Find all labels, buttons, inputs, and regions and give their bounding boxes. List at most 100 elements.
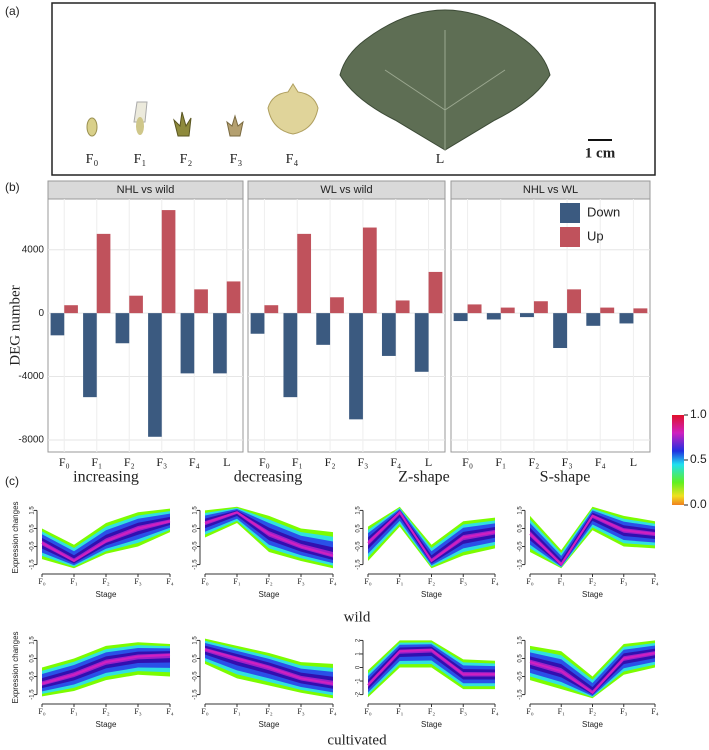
y-tick-label: -0.5 — [30, 671, 36, 682]
y-tick-label: 1.5 — [356, 506, 362, 515]
x-tick-label: F₄ — [651, 577, 658, 586]
colorbar-tick-label: 0.5 — [690, 452, 707, 466]
bar — [395, 300, 410, 314]
bar — [414, 313, 429, 372]
panel-label: (a) — [5, 4, 20, 18]
y-tick-label: -0.5 — [30, 541, 36, 552]
membership-band — [368, 646, 495, 690]
x-tick-label: F₂ — [102, 707, 109, 716]
y-tick-label: -1.5 — [518, 689, 524, 700]
y-tick-label: -4000 — [18, 371, 44, 382]
bar — [115, 313, 130, 344]
x-tick-label: F₃ — [460, 707, 467, 716]
x-tick-label: L — [223, 455, 230, 469]
x-tick-label: F₄ — [166, 577, 173, 586]
y-axis-label: Expression changes — [11, 501, 20, 573]
specimen-label: L — [436, 152, 445, 167]
specimen-label: F₀ — [86, 152, 99, 167]
bar — [316, 313, 331, 345]
x-tick-label: F₀ — [364, 577, 371, 586]
bar — [180, 313, 195, 374]
x-tick-label: L — [630, 455, 637, 469]
y-tick-label: 1.5 — [193, 506, 199, 515]
bar — [297, 233, 312, 314]
y-tick-label: 0.5 — [193, 654, 199, 663]
x-tick-label: F₂ — [428, 577, 435, 586]
bar — [600, 307, 615, 314]
x-tick-label: F₂ — [325, 455, 336, 469]
x-tick-label: F₁ — [495, 455, 506, 469]
x-tick-label: F₂ — [528, 455, 539, 469]
x-axis-label: Stage — [582, 720, 603, 729]
y-tick-label: 1.5 — [30, 636, 36, 645]
bar — [83, 313, 97, 398]
bar — [519, 313, 534, 318]
x-tick-label: F₃ — [134, 707, 141, 716]
x-tick-label: L — [425, 455, 432, 469]
x-tick-label: F₁ — [91, 455, 102, 469]
specimen-label: F₁ — [134, 152, 147, 167]
x-tick-label: F₁ — [292, 455, 303, 469]
y-tick-label: -0.5 — [356, 541, 362, 552]
x-tick-label: F₄ — [329, 707, 336, 716]
x-tick-label: F₀ — [59, 455, 70, 469]
x-tick-label: F₃ — [134, 577, 141, 586]
plot-panel — [47, 198, 244, 453]
column-title: decreasing — [234, 469, 302, 486]
x-tick-label: F₃ — [620, 577, 627, 586]
x-axis-label: Stage — [582, 590, 603, 599]
y-tick-label: -1.5 — [193, 689, 199, 700]
x-axis-label: Stage — [259, 590, 280, 599]
bar — [349, 313, 363, 420]
y-tick-label: 1 — [356, 652, 362, 656]
colorbar-tick-label: 1.0 — [690, 407, 707, 421]
facet-title: WL vs wild — [320, 184, 372, 196]
y-tick-label: -2 — [356, 691, 362, 697]
specimen-label: F₃ — [230, 152, 243, 167]
y-tick-label: -8000 — [18, 435, 44, 446]
x-tick-label: F₁ — [70, 707, 77, 716]
x-axis-label: Stage — [421, 720, 442, 729]
x-tick-label: F₃ — [297, 577, 304, 586]
centroid-line — [204, 511, 334, 557]
x-tick-label: F₂ — [589, 577, 596, 586]
y-tick-label: 2 — [356, 638, 362, 642]
bar — [250, 313, 265, 334]
x-tick-label: F₀ — [462, 455, 473, 469]
x-axis-label: Stage — [96, 720, 117, 729]
bar — [553, 313, 568, 349]
x-tick-label: F₂ — [124, 455, 135, 469]
y-tick-label: -1.5 — [193, 559, 199, 570]
bar — [586, 313, 601, 326]
y-tick-label: 0.5 — [518, 524, 524, 533]
bar — [194, 289, 208, 314]
centroid-line — [529, 652, 656, 695]
y-tick-label: 1.5 — [193, 636, 199, 645]
x-tick-label: F₁ — [70, 577, 77, 586]
membership-band — [368, 507, 495, 567]
bar — [148, 313, 162, 437]
x-tick-label: F₀ — [201, 577, 208, 586]
x-tick-label: F₃ — [156, 455, 167, 469]
bar — [283, 313, 298, 398]
colorbar-tick-label: 0.0 — [690, 497, 707, 511]
y-tick-label: -1.5 — [356, 559, 362, 570]
bar — [264, 305, 279, 314]
specimen-label: F₂ — [180, 152, 193, 167]
x-tick-label: F₀ — [259, 455, 270, 469]
column-title: S-shape — [540, 469, 591, 486]
x-tick-label: F₄ — [390, 455, 401, 469]
bar — [567, 289, 582, 314]
centroid-line — [367, 648, 495, 686]
row-label: cultivated — [327, 732, 387, 748]
y-tick-label: 1.5 — [518, 636, 524, 645]
x-tick-label: F₁ — [396, 707, 403, 716]
x-tick-label: F₂ — [265, 707, 272, 716]
y-tick-label: 0 — [356, 665, 362, 669]
x-axis-label: Stage — [421, 590, 442, 599]
facet-title: NHL vs wild — [117, 184, 175, 196]
x-tick-label: F₀ — [38, 577, 45, 586]
x-tick-label: F₁ — [558, 707, 565, 716]
x-tick-label: F₄ — [329, 577, 336, 586]
